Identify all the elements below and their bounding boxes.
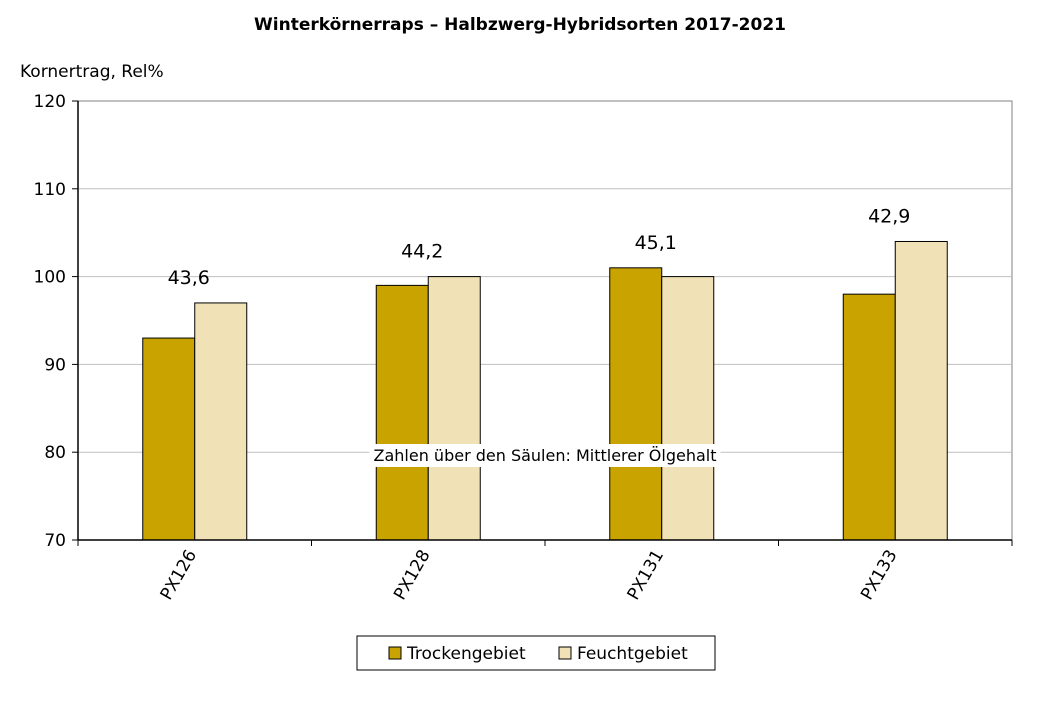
- bar-feuchtgebiet: [661, 276, 715, 541]
- bar-feuchtgebiet: [427, 276, 481, 541]
- y-tick-label: 70: [44, 531, 66, 551]
- y-tick-label: 100: [34, 268, 66, 288]
- bars: [142, 240, 948, 541]
- legend-swatch: [558, 646, 572, 660]
- bar-feuchtgebiet: [194, 302, 248, 541]
- annotation-background: [369, 444, 721, 467]
- legend-swatch: [388, 646, 402, 660]
- bar-data-label: 44,2: [401, 241, 443, 263]
- y-tick-label: 90: [44, 355, 66, 375]
- x-tick-label: PX133: [857, 547, 902, 604]
- x-tick-label: PX126: [157, 547, 202, 604]
- bar-data-label: 43,6: [168, 267, 210, 289]
- legend-label: Trockengebiet: [406, 644, 526, 664]
- x-tick-label: PX128: [390, 547, 435, 604]
- y-tick-label: 120: [34, 92, 66, 112]
- bar-trockengebiet: [609, 267, 663, 541]
- bar-data-label: 42,9: [868, 205, 910, 227]
- bar-data-label: 45,1: [635, 232, 677, 254]
- chart-title: Winterkörnerraps – Halbzwerg-Hybridsorte…: [254, 15, 786, 35]
- legend-box: [356, 635, 716, 671]
- bar-trockengebiet: [375, 284, 429, 541]
- y-tick-label: 110: [34, 180, 66, 200]
- legend-label: Feuchtgebiet: [577, 644, 688, 664]
- legend: Trockengebiet Feuchtgebiet: [356, 635, 716, 671]
- x-tick-label: PX131: [624, 547, 669, 604]
- bar-trockengebiet: [842, 293, 896, 541]
- annotation: Zahlen über den Säulen: Mittlerer Ölgeha…: [374, 446, 717, 465]
- bar-feuchtgebiet: [894, 240, 948, 541]
- axes: [72, 100, 1013, 546]
- bar-trockengebiet: [142, 337, 196, 541]
- y-tick-label: 80: [44, 443, 66, 463]
- y-axis-label: Kornertrag, Rel%: [20, 62, 164, 82]
